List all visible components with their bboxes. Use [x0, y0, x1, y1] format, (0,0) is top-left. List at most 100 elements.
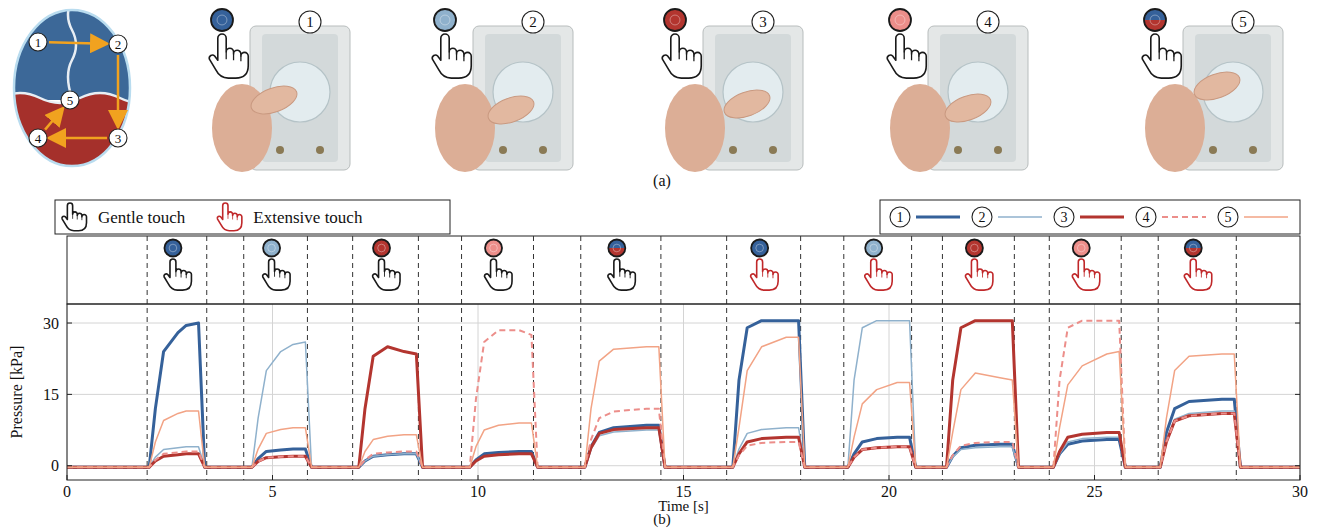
hand-detail: [1196, 272, 1206, 279]
sensor-fill: [164, 240, 181, 257]
hand-outline: [209, 34, 248, 78]
sensor-icon: [211, 9, 233, 31]
hand-detail: [904, 52, 919, 61]
hand-icon: [887, 34, 926, 78]
x-tick: [478, 475, 479, 480]
series-lines: [67, 321, 1300, 468]
grid-line: [683, 304, 684, 480]
path-arrow: [51, 137, 107, 140]
legend-box: [55, 200, 450, 234]
event-boundary: [1158, 236, 1159, 480]
sensor-ring: [211, 9, 233, 31]
number-ring: [522, 11, 544, 33]
y-tick: [67, 323, 72, 324]
photo-hand: [665, 84, 725, 172]
hand-detail: [1159, 52, 1174, 61]
number-ring: [1232, 11, 1254, 33]
hand-outline: [1072, 259, 1099, 290]
number-ring: [1136, 207, 1156, 227]
circled-number: 1: [890, 207, 910, 227]
y-tick: [67, 465, 72, 466]
series-line: [67, 321, 1300, 468]
sensor-icon: [664, 9, 686, 31]
hand-detail: [877, 272, 887, 279]
circled-number: 1: [29, 33, 47, 51]
sensor-inner: [378, 244, 386, 252]
circled-number: 4: [1136, 207, 1156, 227]
grid-line: [889, 304, 890, 480]
hand-icon: [217, 203, 242, 231]
path-arrow: [45, 110, 62, 130]
sensor-icon: [1185, 240, 1202, 257]
hand-detail: [1084, 272, 1094, 279]
legend-label: Gentle touch: [98, 208, 186, 227]
number-label: 3: [115, 131, 122, 146]
hand-outline: [373, 259, 400, 290]
event-boundary: [942, 236, 943, 480]
circled-number: 3: [752, 11, 774, 33]
circled-number: 3: [109, 129, 127, 147]
screw: [1209, 146, 1217, 154]
series-line: [67, 321, 1300, 468]
hand-icon: [62, 203, 87, 231]
sensor-inner: [440, 15, 450, 25]
legend-swatch: [916, 216, 960, 219]
hand-icon: [373, 259, 400, 290]
hand-outline: [865, 259, 892, 290]
legend-label: Extensive touch: [253, 208, 363, 227]
sensor-fill: [889, 9, 911, 31]
sensor-ring: [664, 9, 686, 31]
sensor-half: [1144, 20, 1166, 31]
number-ring: [890, 207, 910, 227]
event-boundary: [206, 236, 207, 480]
sensor-icon: [966, 240, 983, 257]
circled-number: 4: [29, 129, 47, 147]
number-label: 4: [35, 131, 42, 146]
x-tick-label: 30: [1292, 483, 1308, 500]
sensor-inner: [1077, 244, 1085, 252]
number-ring: [1218, 207, 1238, 227]
number-ring: [299, 11, 321, 33]
screw: [994, 146, 1002, 154]
circled-number: 2: [109, 35, 127, 53]
number-label: 2: [529, 14, 537, 30]
hand-outline: [887, 34, 926, 78]
sensor-fill: [865, 240, 882, 257]
circled-number: 3: [1054, 207, 1074, 227]
sensor-inner: [971, 244, 979, 252]
sensor-icon: [608, 240, 625, 257]
hand-outline: [662, 34, 701, 78]
x-tick-label: 10: [470, 483, 486, 500]
x-tick-label: 25: [1087, 483, 1103, 500]
panel-b: Gentle touchExtensive touch1234505101520…: [8, 200, 1308, 528]
sensor-icon: [164, 240, 181, 257]
hand-icon: [965, 259, 992, 290]
y-tick-label: 0: [51, 457, 59, 474]
sensor-icon: [434, 9, 456, 31]
event-boundary: [580, 236, 581, 480]
x-tick: [272, 475, 273, 480]
grid-line: [1094, 304, 1095, 480]
circled-number: 4: [977, 11, 999, 33]
hand-icon: [662, 34, 701, 78]
number-label: 5: [67, 93, 74, 108]
sensor-ring: [164, 240, 181, 257]
sensor-inner: [670, 15, 680, 25]
y-tick-right: [1295, 465, 1300, 466]
egg-outline: [14, 10, 130, 166]
circled-number: 5: [61, 91, 79, 109]
hand-outline: [1142, 34, 1181, 78]
number-ring: [1054, 207, 1074, 227]
photo-finger: [720, 85, 773, 124]
number-label: 2: [979, 210, 986, 225]
device-window: [715, 34, 791, 162]
event-boundary: [352, 236, 353, 480]
hand-detail: [226, 52, 241, 61]
hand-icon: [1072, 259, 1099, 290]
hand-detail: [977, 272, 987, 279]
sensor-fill: [211, 9, 233, 31]
path-arrow: [49, 42, 105, 43]
sensor-diagram: [0, 0, 160, 180]
path-arrow: [117, 55, 120, 125]
divider: [68, 0, 76, 98]
